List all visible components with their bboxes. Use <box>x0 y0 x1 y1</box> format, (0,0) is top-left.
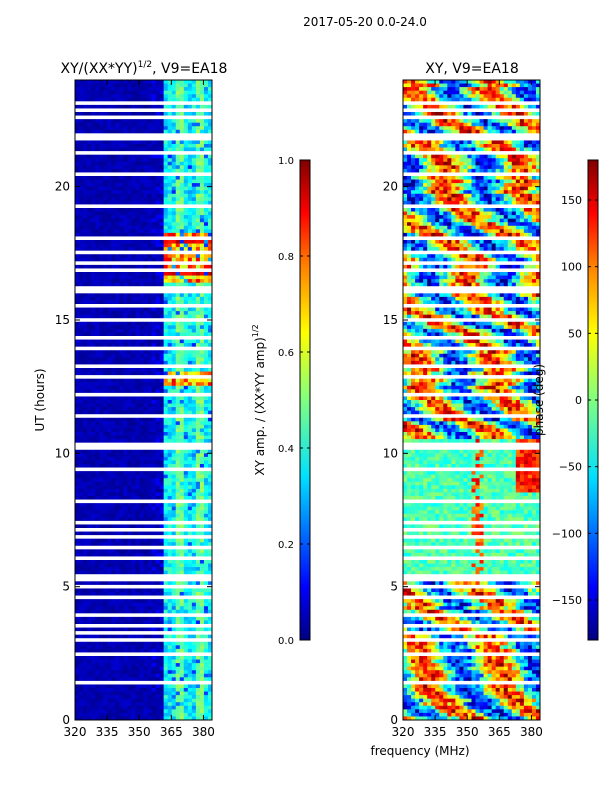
phase-xtick-label: 350 <box>456 725 479 739</box>
phase-colorbar-tick-label: 0 <box>575 394 582 407</box>
amplitude-panel-title: XY/(XX*YY)1/2, V9=EA18 <box>61 60 228 77</box>
phase-colorbar: 150 100 50 0 −50 −100 −150 phase (deg) <box>532 159 599 641</box>
phase-ytick-label: 0 <box>390 713 398 727</box>
amplitude-colorbar-tick-label: 0.6 <box>278 348 294 359</box>
phase-x-axis-label: frequency (MHz) <box>370 744 469 758</box>
phase-panel-title: XY, V9=EA18 <box>425 61 519 77</box>
amplitude-colorbar-label: XY amp. / (XX*YY amp)1/2 <box>251 324 267 475</box>
amplitude-colorbar-bar <box>299 159 311 641</box>
phase-ytick-label: 15 <box>383 313 398 327</box>
phase-colorbar-tick-label: −150 <box>552 594 582 607</box>
amplitude-xtick-label: 365 <box>160 725 183 739</box>
amplitude-xtick-label: 350 <box>128 725 151 739</box>
amplitude-heatmap <box>75 80 212 720</box>
amplitude-ytick-label: 20 <box>55 180 70 194</box>
amplitude-xtick-label: 335 <box>96 725 119 739</box>
amplitude-colorbar-tick-label: 0.0 <box>278 636 294 647</box>
figure-suptitle: 2017-05-20 0.0-24.0 <box>303 15 427 29</box>
amplitude-y-axis-label: UT (hours) <box>33 368 47 431</box>
amplitude-colorbar-tick-label: 0.4 <box>278 444 294 455</box>
phase-axes-ticks: 320 335 350 365 380 0 5 10 15 20 <box>383 80 543 739</box>
phase-heatmap <box>403 80 540 720</box>
amplitude-axes-ticks: 320 335 350 365 380 0 5 10 15 20 <box>55 80 215 739</box>
amplitude-xtick-label: 320 <box>64 725 87 739</box>
amplitude-colorbar-label-main: XY amp. / (XX*YY amp) <box>253 337 267 475</box>
phase-xtick-label: 320 <box>392 725 415 739</box>
phase-panel: XY, V9=EA18 320 335 350 365 380 0 5 10 15 20 freq… <box>370 61 542 758</box>
amplitude-colorbar-tick-label: 0.2 <box>278 540 294 551</box>
phase-xtick-label: 365 <box>488 725 511 739</box>
amplitude-colorbar-label-sup: 1/2 <box>251 324 260 337</box>
amplitude-colorbar-tick-label: 1.0 <box>278 156 294 167</box>
phase-plot-frame <box>402 79 541 721</box>
phase-xtick-label: 380 <box>520 725 543 739</box>
amplitude-panel: XY/(XX*YY)1/2, V9=EA18 320 335 350 365 380 0 5… <box>33 60 227 739</box>
amplitude-ytick-label: 5 <box>62 580 70 594</box>
amplitude-xtick-label: 380 <box>192 725 215 739</box>
amplitude-title-main: XY/(XX*YY) <box>61 61 138 77</box>
amplitude-colorbar-tick-label: 0.8 <box>278 252 294 263</box>
amplitude-ytick-label: 15 <box>55 313 70 327</box>
phase-xtick-label: 335 <box>424 725 447 739</box>
amplitude-plot-frame <box>74 79 213 721</box>
phase-colorbar-tick-label: 100 <box>561 261 582 274</box>
phase-ytick-label: 5 <box>390 580 398 594</box>
phase-ytick-label: 10 <box>383 446 398 460</box>
amplitude-colorbar: 0.0 0.2 0.4 0.6 0.8 1.0 XY amp. / (XX*YY amp)… <box>251 156 311 647</box>
phase-colorbar-tick-label: −100 <box>552 527 582 540</box>
amplitude-title-tail: , V9=EA18 <box>152 61 227 77</box>
phase-colorbar-tick-label: 50 <box>568 327 582 340</box>
phase-ytick-label: 20 <box>383 180 398 194</box>
amplitude-ytick-label: 10 <box>55 446 70 460</box>
amplitude-ytick-label: 0 <box>62 713 70 727</box>
amplitude-title-sup: 1/2 <box>138 60 152 70</box>
phase-colorbar-tick-label: −50 <box>559 461 582 474</box>
phase-colorbar-label: phase (deg) <box>532 364 546 436</box>
phase-colorbar-tick-label: 150 <box>561 194 582 207</box>
